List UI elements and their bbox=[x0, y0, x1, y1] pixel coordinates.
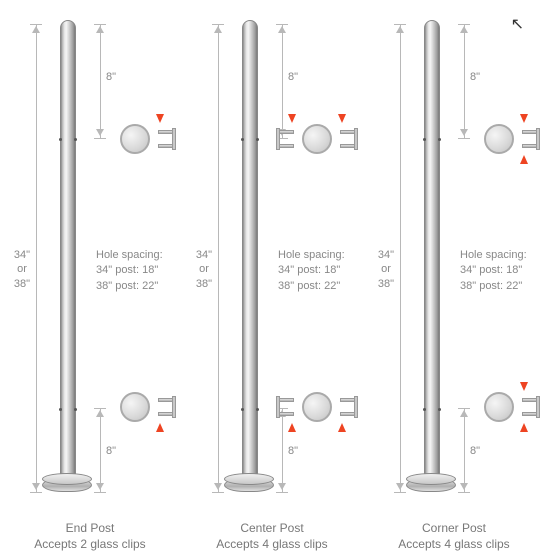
cross-section-bottom bbox=[100, 388, 170, 426]
cross-section-top bbox=[464, 120, 534, 158]
red-arrow-icon bbox=[288, 114, 296, 123]
post-caption: End PostAccepts 2 glass clips bbox=[0, 520, 180, 552]
hole-spacing-line1: 34" post: 18" bbox=[460, 263, 527, 278]
post-ring-icon bbox=[484, 392, 514, 422]
red-arrow-icon bbox=[520, 114, 528, 123]
hole-spacing-title: Hole spacing: bbox=[278, 248, 345, 263]
top-spacing-label: 8" bbox=[288, 70, 298, 84]
cross-section-bottom bbox=[464, 388, 534, 426]
red-arrow-icon bbox=[288, 423, 296, 432]
post-ring-icon bbox=[120, 124, 150, 154]
post-subtitle: Accepts 2 glass clips bbox=[0, 536, 180, 552]
post-illustration bbox=[414, 20, 450, 500]
post-title: Center Post bbox=[182, 520, 362, 536]
cross-section-top bbox=[282, 120, 352, 158]
post-ring-icon bbox=[302, 392, 332, 422]
hole-spacing-line2: 38" post: 22" bbox=[460, 279, 527, 294]
diagram-canvas: ↖ 34" or 38"8"8"Hole spacing:34" post: 1… bbox=[0, 0, 542, 560]
glass-clip-icon bbox=[158, 396, 176, 418]
height-label: 34" or 38" bbox=[8, 248, 36, 291]
glass-clip-icon bbox=[158, 128, 176, 150]
post-illustration bbox=[50, 20, 86, 500]
hole-spacing-text: Hole spacing:34" post: 18"38" post: 22" bbox=[96, 248, 163, 294]
bottom-spacing-label: 8" bbox=[470, 444, 480, 458]
red-arrow-icon bbox=[338, 423, 346, 432]
red-arrow-icon bbox=[156, 423, 164, 432]
glass-clip-icon bbox=[340, 128, 358, 150]
red-arrow-icon bbox=[338, 114, 346, 123]
hole-spacing-line2: 38" post: 22" bbox=[96, 279, 163, 294]
hole-spacing-text: Hole spacing:34" post: 18"38" post: 22" bbox=[278, 248, 345, 294]
red-arrow-icon bbox=[520, 423, 528, 432]
glass-clip-icon bbox=[522, 128, 540, 150]
red-arrow-icon bbox=[520, 155, 528, 164]
post-caption: Center PostAccepts 4 glass clips bbox=[182, 520, 362, 552]
top-spacing-label: 8" bbox=[470, 70, 480, 84]
post-column: 34" or 38" 8" 8" Hole spacing:34" post: 18"… bbox=[182, 0, 362, 560]
hole-spacing-text: Hole spacing:34" post: 18"38" post: 22" bbox=[460, 248, 527, 294]
post-ring-icon bbox=[484, 124, 514, 154]
hole-spacing-line1: 34" post: 18" bbox=[278, 263, 345, 278]
red-arrow-icon bbox=[156, 114, 164, 123]
post-illustration bbox=[232, 20, 268, 500]
post-ring-icon bbox=[302, 124, 332, 154]
hole-spacing-title: Hole spacing: bbox=[96, 248, 163, 263]
post-title: Corner Post bbox=[364, 520, 542, 536]
glass-clip-icon bbox=[276, 128, 294, 150]
glass-clip-icon bbox=[276, 396, 294, 418]
post-subtitle: Accepts 4 glass clips bbox=[364, 536, 542, 552]
post-caption: Corner PostAccepts 4 glass clips bbox=[364, 520, 542, 552]
hole-spacing-title: Hole spacing: bbox=[460, 248, 527, 263]
top-spacing-label: 8" bbox=[106, 70, 116, 84]
glass-clip-icon bbox=[522, 396, 540, 418]
post-title: End Post bbox=[0, 520, 180, 536]
hole-spacing-line2: 38" post: 22" bbox=[278, 279, 345, 294]
hole-spacing-line1: 34" post: 18" bbox=[96, 263, 163, 278]
cross-section-top bbox=[100, 120, 170, 158]
post-ring-icon bbox=[120, 392, 150, 422]
post-subtitle: Accepts 4 glass clips bbox=[182, 536, 362, 552]
red-arrow-icon bbox=[520, 382, 528, 391]
height-label: 34" or 38" bbox=[190, 248, 218, 291]
post-column: 34" or 38" 8" 8" Hole spacing:34" post: 18"… bbox=[364, 0, 542, 560]
glass-clip-icon bbox=[340, 396, 358, 418]
bottom-spacing-label: 8" bbox=[106, 444, 116, 458]
height-label: 34" or 38" bbox=[372, 248, 400, 291]
post-column: 34" or 38" 8" 8" Hole spacing:34" post: 18"… bbox=[0, 0, 180, 560]
bottom-spacing-label: 8" bbox=[288, 444, 298, 458]
cross-section-bottom bbox=[282, 388, 352, 426]
